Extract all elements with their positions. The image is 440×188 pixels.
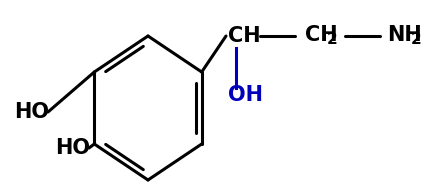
Text: CH: CH	[228, 26, 260, 46]
Text: HO: HO	[55, 138, 90, 158]
Text: OH: OH	[228, 85, 263, 105]
Text: 2: 2	[327, 33, 338, 48]
Text: 2: 2	[411, 33, 422, 48]
Text: CH: CH	[305, 25, 337, 45]
Text: NH: NH	[387, 25, 422, 45]
Text: HO: HO	[14, 102, 49, 122]
